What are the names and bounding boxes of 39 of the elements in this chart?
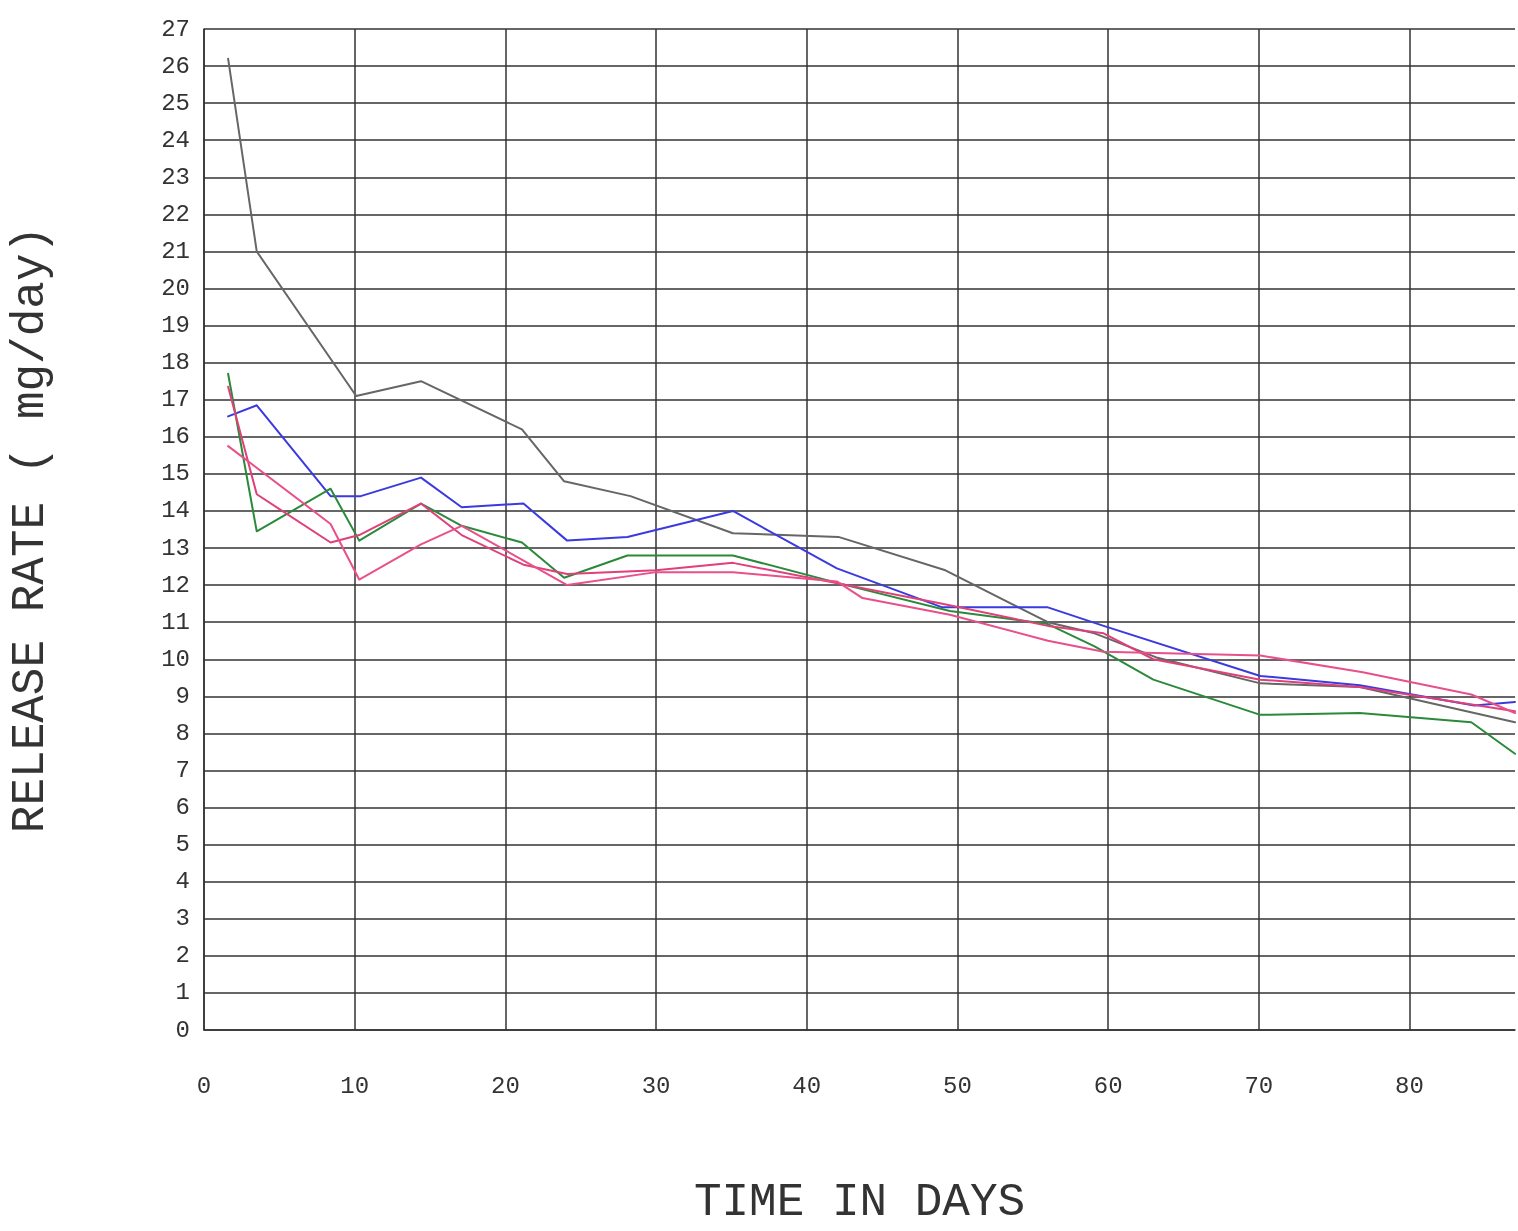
y-tick-label: 24 (161, 126, 190, 154)
y-tick-label: 22 (161, 200, 190, 228)
y-tick-label: 5 (175, 831, 190, 859)
y-tick-label: 11 (161, 608, 190, 636)
y-tick-label: 26 (161, 52, 190, 80)
y-tick-label: 8 (175, 719, 190, 747)
y-tick-label: 17 (161, 386, 190, 414)
y-tick-label: 18 (161, 349, 190, 377)
y-tick-label: 13 (161, 534, 190, 562)
y-tick-label: 14 (161, 497, 190, 525)
x-tick-label: 30 (641, 1072, 671, 1100)
y-tick-label: 19 (161, 312, 190, 340)
y-tick-label: 15 (161, 460, 190, 488)
y-tick-label: 4 (175, 868, 190, 896)
y-tick-label: 21 (161, 237, 190, 265)
y-tick-label: 6 (175, 794, 190, 822)
y-tick-label: 10 (161, 645, 190, 673)
x-tick-label: 50 (943, 1072, 972, 1100)
y-axis-title: RELEASE RATE ( mg/day) (5, 225, 57, 834)
y-tick-label: 7 (175, 756, 190, 784)
y-tick-label: 1 (175, 979, 190, 1007)
x-tick-label: 0 (196, 1072, 212, 1100)
y-tick-label: 16 (161, 423, 190, 451)
x-tick-label: 80 (1395, 1072, 1424, 1100)
y-tick-label: 27 (161, 15, 190, 43)
y-tick-label: 12 (161, 571, 190, 599)
y-tick-label: 20 (161, 275, 190, 303)
y-tick-label: 23 (161, 163, 190, 191)
y-tick-label: 9 (175, 682, 190, 710)
y-tick-label: 2 (175, 942, 190, 970)
y-tick-label: 0 (175, 1016, 190, 1044)
x-tick-label: 70 (1244, 1072, 1274, 1100)
y-tick-label: 3 (175, 905, 190, 933)
y-tick-label: 25 (161, 89, 190, 117)
x-tick-label: 60 (1093, 1072, 1123, 1100)
x-tick-label: 40 (792, 1072, 822, 1100)
x-tick-label: 20 (490, 1072, 520, 1100)
x-axis-title: TIME IN DAYS (693, 1177, 1026, 1229)
x-tick-label: 10 (340, 1072, 370, 1100)
